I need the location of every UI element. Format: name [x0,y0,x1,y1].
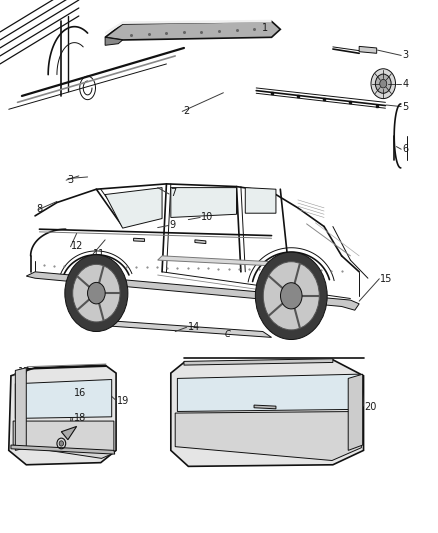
Text: 15: 15 [380,274,392,284]
Text: 7: 7 [170,188,176,198]
Polygon shape [105,20,272,35]
Text: 2: 2 [183,106,189,116]
Polygon shape [61,426,77,440]
Text: 8: 8 [36,205,42,214]
Polygon shape [177,374,359,411]
Polygon shape [26,272,359,310]
Text: 17: 17 [18,367,30,377]
Circle shape [280,282,302,309]
Circle shape [371,69,396,99]
Text: 20: 20 [364,402,377,411]
Circle shape [88,282,105,304]
Circle shape [380,79,387,88]
Polygon shape [11,445,115,454]
Circle shape [255,252,327,340]
Polygon shape [348,374,363,450]
Circle shape [375,74,391,93]
Polygon shape [13,421,114,458]
Polygon shape [195,240,206,244]
Text: 14: 14 [187,322,200,332]
Polygon shape [105,37,123,45]
Polygon shape [134,238,145,241]
Polygon shape [15,379,112,418]
Text: 12: 12 [71,241,84,251]
Polygon shape [15,368,26,450]
Text: 5: 5 [402,102,408,111]
Polygon shape [96,320,272,337]
Polygon shape [171,360,364,466]
Text: 11: 11 [93,249,106,259]
Text: 19: 19 [117,397,130,406]
Polygon shape [105,188,162,228]
Text: 1: 1 [262,23,268,33]
Text: 9: 9 [170,221,176,230]
Polygon shape [171,188,237,217]
Text: 3: 3 [67,175,73,184]
Text: 16: 16 [74,389,86,398]
Text: C: C [225,330,231,339]
Text: 6: 6 [402,144,408,154]
Text: 10: 10 [201,213,213,222]
Circle shape [59,441,64,446]
Text: 3: 3 [402,50,408,60]
Circle shape [65,255,128,332]
Polygon shape [158,256,285,266]
Polygon shape [245,188,276,213]
Text: 4: 4 [402,79,408,88]
Polygon shape [359,46,377,53]
Polygon shape [9,365,116,465]
Text: 18: 18 [74,414,86,423]
Circle shape [73,264,120,322]
Text: 13: 13 [271,290,283,300]
Polygon shape [184,359,333,365]
Polygon shape [105,21,280,40]
Polygon shape [175,411,361,461]
Polygon shape [254,405,276,409]
Circle shape [263,262,319,330]
